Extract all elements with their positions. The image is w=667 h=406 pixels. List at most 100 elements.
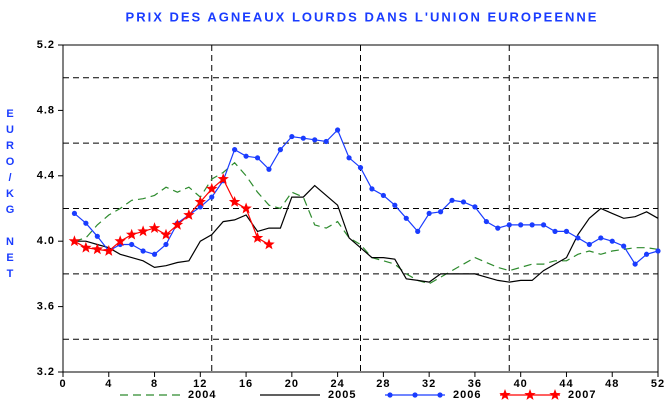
data-point [609, 238, 615, 244]
legend-label: 2005 [328, 389, 356, 401]
series-line [74, 184, 659, 283]
data-point [68, 235, 81, 247]
data-point [80, 241, 92, 253]
data-point [103, 245, 115, 256]
data-point [586, 241, 592, 248]
data-point [426, 210, 432, 217]
data-point [506, 222, 512, 228]
legend-label: 2006 [453, 389, 481, 401]
x-tick-label: 28 [376, 378, 390, 390]
data-point [206, 182, 218, 194]
data-point [240, 202, 252, 214]
data-point [552, 228, 558, 234]
series-line [74, 178, 270, 252]
y-axis-label: EURO/KG NET [4, 108, 16, 284]
x-tick-label: 4 [105, 378, 112, 390]
data-point [412, 392, 418, 398]
legend-label: 2004 [188, 389, 216, 401]
data-point [83, 220, 89, 226]
legend-label: 2007 [568, 389, 596, 401]
data-point [643, 251, 650, 257]
x-tick-label: 40 [514, 378, 528, 390]
data-point [228, 196, 241, 207]
data-point [335, 127, 341, 133]
data-point [575, 235, 581, 241]
chart-title: PRIX DES AGNEAUX LOURDS DANS L'UNION EUR… [126, 9, 599, 24]
data-point [254, 155, 261, 161]
data-point [243, 153, 249, 159]
data-point [171, 218, 184, 230]
data-point [598, 235, 604, 241]
data-point [403, 215, 409, 221]
data-point [357, 165, 364, 171]
data-point [194, 196, 206, 207]
data-point [151, 251, 158, 257]
series-line [74, 128, 659, 266]
data-point [289, 133, 295, 140]
data-point [300, 135, 306, 141]
data-point [209, 194, 215, 200]
data-point [183, 209, 195, 220]
data-point [415, 228, 421, 234]
data-point [460, 199, 467, 205]
y-tick-label: 4.8 [37, 104, 55, 116]
x-tick-label: 44 [559, 378, 573, 390]
x-tick-label: 36 [468, 378, 482, 390]
data-point [71, 210, 78, 217]
data-point [632, 261, 638, 267]
data-point [263, 238, 275, 250]
data-point [449, 197, 455, 203]
data-point [518, 222, 524, 228]
data-point [495, 225, 501, 231]
x-tick-label: 8 [151, 378, 158, 390]
data-point [277, 147, 284, 153]
data-point [369, 186, 375, 192]
data-point [312, 137, 318, 143]
x-tick-label: 16 [239, 378, 253, 390]
data-point [137, 225, 149, 237]
data-point [437, 392, 443, 398]
data-point [472, 204, 478, 210]
y-tick-label: 4.0 [37, 235, 55, 247]
data-point [655, 248, 661, 254]
data-point [125, 228, 138, 240]
y-tick-label: 5.2 [37, 39, 55, 51]
data-point [437, 209, 444, 215]
data-point [380, 192, 386, 199]
data-point [483, 218, 489, 225]
series-line [74, 161, 659, 285]
data-point [163, 241, 169, 248]
x-tick-label: 48 [605, 378, 619, 390]
data-point [529, 222, 535, 228]
data-point [499, 389, 511, 400]
x-tick-label: 12 [193, 378, 207, 390]
data-point [621, 243, 627, 249]
data-point [232, 147, 238, 153]
data-point [129, 241, 135, 248]
data-point [114, 235, 126, 247]
data-point [549, 389, 561, 400]
data-point [563, 228, 570, 234]
data-point [323, 138, 329, 145]
y-tick-label: 3.6 [37, 301, 55, 313]
data-point [140, 248, 146, 254]
data-point [91, 243, 103, 255]
data-point [160, 228, 172, 240]
data-point [148, 222, 161, 233]
data-point [251, 231, 264, 243]
x-tick-label: 24 [330, 378, 344, 390]
data-point [540, 222, 547, 228]
y-tick-label: 4.4 [37, 170, 55, 182]
data-point [392, 202, 398, 208]
data-point [524, 389, 536, 400]
data-point [94, 233, 100, 239]
data-point [197, 204, 203, 210]
x-tick-label: 52 [651, 378, 665, 390]
data-point [266, 166, 272, 172]
x-tick-label: 20 [285, 378, 299, 390]
y-tick-label: 3.2 [37, 366, 55, 378]
x-tick-label: 32 [422, 378, 436, 390]
data-point [387, 392, 393, 398]
